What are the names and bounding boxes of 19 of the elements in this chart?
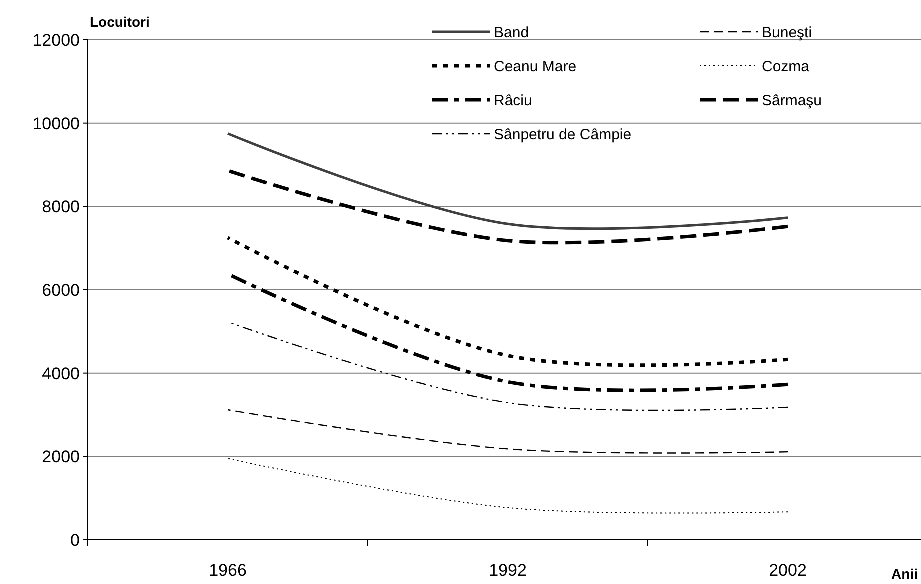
x-tick-label: 2002 (769, 561, 807, 580)
legend-label: Sârmaşu (762, 92, 822, 110)
y-tick-label: 4000 (42, 364, 80, 384)
y-tick-label: 6000 (42, 280, 80, 300)
x-axis-title: Anii (892, 566, 918, 582)
y-tick-label: 10000 (32, 114, 80, 134)
legend-label: Buneşti (762, 24, 812, 42)
y-tick-label: 0 (70, 530, 80, 550)
y-axis-title: Locuitori (90, 14, 150, 30)
legend-label: Ceanu Mare (494, 58, 577, 76)
y-tick-label: 8000 (42, 198, 80, 217)
legend-label: Band (494, 24, 530, 42)
legend-label: Cozma (762, 58, 810, 76)
y-tick-label: 12000 (32, 30, 80, 50)
x-tick-label: 1966 (209, 561, 247, 580)
y-tick-label: 2000 (42, 448, 80, 467)
x-tick-label: 1992 (489, 561, 527, 580)
legend-label: Râciu (494, 92, 532, 110)
legend-label: Sânpetru de Câmpie (494, 126, 632, 144)
